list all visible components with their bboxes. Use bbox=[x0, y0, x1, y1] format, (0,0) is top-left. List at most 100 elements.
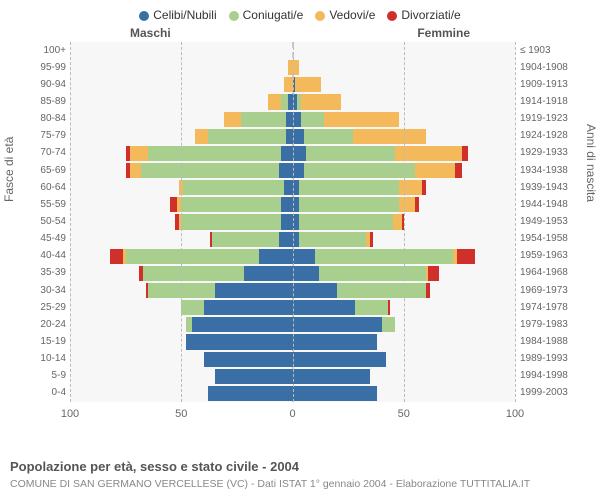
age-label: 45-49 bbox=[20, 234, 66, 244]
segment-div bbox=[415, 197, 419, 212]
segment-cel bbox=[293, 317, 382, 332]
segment-div bbox=[175, 214, 179, 229]
segment-div bbox=[426, 283, 430, 298]
segment-ved bbox=[123, 249, 125, 264]
segment-cel bbox=[293, 283, 338, 298]
segment-cel bbox=[293, 214, 300, 229]
segment-cel bbox=[293, 112, 302, 127]
segment-div bbox=[388, 300, 390, 315]
segment-cel bbox=[293, 232, 300, 247]
segment-div bbox=[110, 249, 123, 264]
gridline bbox=[515, 42, 516, 402]
segment-ved bbox=[284, 77, 293, 92]
year-label: 1909-1913 bbox=[520, 80, 580, 90]
segment-div bbox=[457, 249, 475, 264]
x-axis-label: 50 bbox=[398, 408, 410, 420]
age-label: 90-94 bbox=[20, 80, 66, 90]
segment-cel bbox=[293, 300, 355, 315]
age-label: 85-89 bbox=[20, 97, 66, 107]
segment-cel bbox=[192, 317, 292, 332]
segment-cel bbox=[204, 352, 293, 367]
age-label: 55-59 bbox=[20, 200, 66, 210]
segment-cel bbox=[293, 163, 304, 178]
year-label: ≤ 1903 bbox=[520, 46, 580, 56]
age-label: 40-44 bbox=[20, 251, 66, 261]
segment-con bbox=[299, 232, 366, 247]
segment-div bbox=[210, 232, 212, 247]
year-label: 1999-2003 bbox=[520, 388, 580, 398]
segment-con bbox=[306, 146, 395, 161]
segment-con bbox=[281, 94, 288, 109]
segment-ved bbox=[395, 146, 462, 161]
segment-ved bbox=[268, 94, 281, 109]
y-axis-title-right: Anni di nascita bbox=[584, 124, 598, 202]
segment-cel bbox=[281, 197, 292, 212]
gender-headers: Maschi Femmine bbox=[10, 26, 590, 42]
segment-div bbox=[170, 197, 177, 212]
segment-div bbox=[455, 163, 462, 178]
segment-con bbox=[186, 317, 193, 332]
segment-cel bbox=[215, 369, 293, 384]
segment-con bbox=[301, 112, 323, 127]
x-axis-label: 50 bbox=[175, 408, 187, 420]
age-label: 0-4 bbox=[20, 388, 66, 398]
segment-cel bbox=[244, 266, 293, 281]
year-label: 1954-1958 bbox=[520, 234, 580, 244]
year-label: 1934-1938 bbox=[520, 166, 580, 176]
year-label: 1989-1993 bbox=[520, 354, 580, 364]
chart-title: Popolazione per età, sesso e stato civil… bbox=[10, 459, 299, 474]
segment-div bbox=[462, 146, 469, 161]
segment-div bbox=[146, 283, 148, 298]
segment-div bbox=[139, 266, 143, 281]
segment-ved bbox=[324, 112, 400, 127]
segment-cel bbox=[293, 266, 320, 281]
segment-cel bbox=[186, 334, 293, 349]
segment-cel bbox=[204, 300, 293, 315]
segment-con bbox=[355, 300, 388, 315]
segment-ved bbox=[130, 146, 148, 161]
year-label: 1919-1923 bbox=[520, 114, 580, 124]
year-label: 1964-1968 bbox=[520, 268, 580, 278]
age-label: 50-54 bbox=[20, 217, 66, 227]
legend-item: Celibi/Nubili bbox=[139, 8, 216, 22]
segment-con bbox=[304, 129, 353, 144]
segment-con bbox=[299, 214, 392, 229]
segment-ved bbox=[293, 60, 300, 75]
segment-con bbox=[337, 283, 426, 298]
age-label: 60-64 bbox=[20, 183, 66, 193]
segment-cel bbox=[293, 197, 300, 212]
segment-con bbox=[181, 300, 203, 315]
year-label: 1944-1948 bbox=[520, 200, 580, 210]
segment-con bbox=[315, 249, 453, 264]
segment-cel bbox=[215, 283, 293, 298]
year-label: 1929-1933 bbox=[520, 148, 580, 158]
year-label: 1949-1953 bbox=[520, 217, 580, 227]
segment-con bbox=[299, 197, 399, 212]
segment-ved bbox=[295, 77, 322, 92]
segment-cel bbox=[293, 386, 378, 401]
year-label: 1974-1978 bbox=[520, 303, 580, 313]
age-label: 70-74 bbox=[20, 148, 66, 158]
segment-cel bbox=[281, 146, 292, 161]
legend-swatch bbox=[315, 11, 325, 21]
segment-ved bbox=[353, 129, 426, 144]
year-label: 1984-1988 bbox=[520, 337, 580, 347]
segment-cel bbox=[293, 352, 386, 367]
year-label: 1979-1983 bbox=[520, 320, 580, 330]
segment-ved bbox=[301, 94, 341, 109]
segment-ved bbox=[399, 197, 415, 212]
segment-cel bbox=[293, 249, 315, 264]
segment-div bbox=[126, 163, 130, 178]
segment-ved bbox=[224, 112, 242, 127]
age-label: 65-69 bbox=[20, 166, 66, 176]
age-label: 80-84 bbox=[20, 114, 66, 124]
year-label: 1914-1918 bbox=[520, 97, 580, 107]
legend-item: Coniugati/e bbox=[229, 8, 304, 22]
segment-con bbox=[181, 214, 281, 229]
x-axis-label: 0 bbox=[289, 408, 295, 420]
population-pyramid-chart: Celibi/NubiliConiugati/eVedovi/eDivorzia… bbox=[0, 0, 600, 500]
age-label: 95-99 bbox=[20, 63, 66, 73]
segment-cel bbox=[293, 369, 371, 384]
legend-swatch bbox=[387, 11, 397, 21]
segment-cel bbox=[293, 180, 300, 195]
